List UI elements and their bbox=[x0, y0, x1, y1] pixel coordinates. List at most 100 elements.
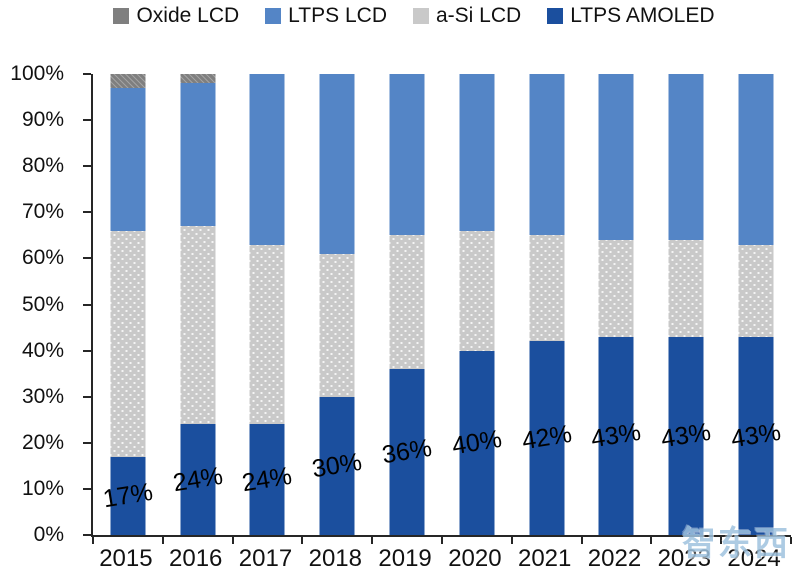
y-axis-tick bbox=[83, 303, 91, 306]
x-axis-category-label: 2022 bbox=[587, 545, 642, 572]
segment-oxide-lcd bbox=[110, 74, 146, 88]
stacked-bar-2023 bbox=[668, 74, 704, 535]
legend: Oxide LCD LTPS LCD a-Si LCD LTPS AMOLED bbox=[14, 4, 800, 28]
legend-swatch bbox=[412, 8, 429, 24]
x-axis-tick bbox=[650, 537, 653, 544]
legend-label: Oxide LCD bbox=[136, 4, 240, 27]
x-axis-category-label: 2018 bbox=[308, 545, 362, 572]
y-axis-tick bbox=[83, 165, 91, 168]
y-axis-tick bbox=[83, 534, 91, 536]
segment-a-si-lcd bbox=[529, 235, 565, 342]
y-axis-tick-label: 60% bbox=[21, 246, 64, 270]
segment-ltps-amoled bbox=[249, 424, 285, 535]
bar-slot-2015: 17% bbox=[93, 74, 163, 535]
bar-value-label: 43% bbox=[659, 417, 714, 454]
stacked-bar-2017 bbox=[249, 74, 285, 535]
bar-value-label: 42% bbox=[519, 419, 574, 456]
y-axis-tick bbox=[83, 73, 91, 75]
legend-swatch bbox=[547, 8, 564, 24]
y-axis-tick-label: 0% bbox=[33, 523, 64, 546]
segment-ltps-amoled bbox=[529, 341, 565, 535]
y-axis-tick-label: 40% bbox=[21, 338, 64, 362]
x-axis-tick bbox=[510, 537, 513, 544]
stacked-bar-2016 bbox=[180, 74, 216, 535]
y-axis-tick-label: 70% bbox=[21, 200, 64, 224]
segment-ltps-amoled bbox=[668, 336, 704, 535]
segment-ltps-lcd bbox=[110, 87, 146, 231]
y-axis-tick-label: 90% bbox=[21, 108, 64, 132]
stacked-bar-2019 bbox=[389, 74, 425, 535]
segment-ltps-amoled bbox=[180, 424, 216, 535]
segment-ltps-lcd bbox=[738, 74, 774, 245]
segment-ltps-lcd bbox=[459, 74, 495, 231]
segment-ltps-lcd bbox=[389, 74, 425, 236]
x-axis-tick bbox=[580, 537, 583, 544]
stacked-bar-2015 bbox=[110, 74, 146, 535]
stacked-bar-2018 bbox=[319, 74, 355, 535]
legend-item-oxide-lcd: Oxide LCD bbox=[113, 4, 239, 28]
bar-value-label: 36% bbox=[380, 433, 434, 470]
x-axis-labels: 2015 2016 2017 2018 2019 2020 2021 2022 2023 2024 bbox=[91, 545, 789, 573]
y-axis-tick bbox=[83, 395, 91, 398]
bar-slot-2018: 30% bbox=[302, 74, 372, 535]
legend-swatch bbox=[113, 8, 130, 24]
legend-swatch bbox=[265, 8, 282, 24]
stacked-bar-2024 bbox=[738, 74, 774, 535]
x-axis-category-label: 2015 bbox=[99, 545, 153, 572]
y-axis-tick bbox=[83, 487, 91, 490]
bar-value-label: 43% bbox=[589, 417, 644, 454]
segment-ltps-lcd bbox=[249, 74, 285, 245]
y-axis-tick bbox=[83, 349, 91, 352]
y-axis-tick bbox=[83, 257, 91, 260]
segment-a-si-lcd bbox=[598, 239, 634, 337]
bar-slot-2021: 42% bbox=[512, 74, 582, 535]
x-axis-tick bbox=[301, 537, 304, 544]
segment-ltps-amoled bbox=[319, 396, 355, 535]
stacked-bar-2022 bbox=[598, 74, 634, 535]
x-axis-tick bbox=[161, 537, 164, 544]
segment-ltps-amoled bbox=[389, 369, 425, 535]
bar-slot-2019: 36% bbox=[372, 74, 442, 535]
stacked-bar-2020 bbox=[459, 74, 495, 535]
x-axis-category-label: 2019 bbox=[378, 545, 432, 572]
segment-ltps-lcd bbox=[598, 74, 634, 240]
segment-ltps-lcd bbox=[668, 74, 704, 240]
segment-a-si-lcd bbox=[180, 226, 216, 425]
segment-ltps-lcd bbox=[319, 74, 355, 254]
segment-a-si-lcd bbox=[668, 239, 704, 337]
x-axis-tick bbox=[371, 537, 374, 544]
bar-value-label: 43% bbox=[729, 417, 783, 454]
legend-label: LTPS AMOLED bbox=[570, 4, 715, 27]
legend-item-ltps-lcd: LTPS LCD bbox=[265, 4, 387, 28]
bar-slot-2022: 43% bbox=[582, 74, 652, 535]
legend-label: a-Si LCD bbox=[435, 4, 522, 27]
x-axis-category-label: 2021 bbox=[517, 545, 572, 572]
bar-value-label: 40% bbox=[449, 424, 504, 461]
segment-ltps-amoled bbox=[738, 336, 774, 535]
y-axis-tick-label: 80% bbox=[21, 154, 64, 178]
legend-item-a-si-lcd: a-Si LCD bbox=[412, 4, 522, 28]
bar-value-label: 24% bbox=[170, 461, 225, 497]
plot-area: 17% 24% 24% 30% 36% 40% 42% 43% 43% 43% bbox=[83, 73, 792, 544]
stacked-bar-2021 bbox=[529, 74, 565, 535]
y-axis-tick bbox=[83, 211, 91, 214]
y-axis-tick-label: 10% bbox=[21, 476, 64, 500]
x-axis-tick bbox=[441, 537, 443, 544]
segment-a-si-lcd bbox=[459, 230, 495, 351]
bar-value-label: 17% bbox=[100, 477, 155, 514]
legend-label: LTPS LCD bbox=[288, 4, 387, 27]
segment-a-si-lcd bbox=[389, 235, 425, 370]
watermark: 智东西 bbox=[682, 525, 790, 563]
y-axis-tick bbox=[83, 119, 91, 122]
segment-oxide-lcd bbox=[180, 74, 216, 84]
x-axis-category-label: 2023 bbox=[657, 545, 711, 572]
x-axis-category-label: 2017 bbox=[238, 545, 293, 572]
y-axis-labels: 100% 90% 80% 70% 60% 50% 40% 30% 20% 10% 0% bbox=[0, 62, 64, 546]
bar-slot-2020: 40% bbox=[442, 74, 512, 535]
legend-item-ltps-amoled: LTPS AMOLED bbox=[547, 4, 715, 28]
y-axis-tick-label: 20% bbox=[21, 430, 64, 454]
segment-a-si-lcd bbox=[110, 230, 146, 457]
segment-ltps-lcd bbox=[180, 83, 216, 227]
segment-ltps-lcd bbox=[529, 74, 565, 236]
y-axis-tick-label: 50% bbox=[21, 292, 64, 316]
